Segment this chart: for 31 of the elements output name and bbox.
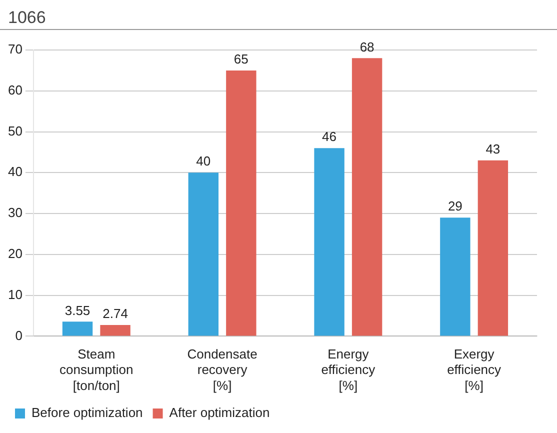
data-label: 65 bbox=[234, 52, 248, 67]
y-tick-label: 30 bbox=[8, 205, 22, 220]
data-label: 46 bbox=[322, 129, 337, 144]
data-label: 40 bbox=[196, 154, 211, 169]
data-label: 43 bbox=[486, 141, 500, 156]
bar bbox=[62, 322, 93, 336]
y-tick-label: 10 bbox=[8, 286, 22, 302]
data-label: 3.55 bbox=[64, 302, 90, 318]
x-tick-label: Condensate recovery [%] bbox=[187, 346, 258, 393]
data-label: 29 bbox=[448, 198, 462, 214]
x-tick-label: Steam consumption [ton/ton] bbox=[60, 346, 134, 393]
legend-label: Before optimization bbox=[32, 405, 143, 420]
y-tick-label: 60 bbox=[8, 82, 22, 98]
y-tick-label: 40 bbox=[8, 164, 22, 180]
legend-label: After optimization bbox=[169, 405, 270, 420]
text: 1066 bbox=[0, 0, 557, 30]
bar bbox=[478, 160, 508, 336]
bar bbox=[226, 70, 256, 336]
y-tick-label: 50 bbox=[8, 123, 22, 138]
bar bbox=[188, 172, 219, 336]
data-label: 2.74 bbox=[102, 306, 128, 322]
bar bbox=[314, 148, 344, 336]
y-tick-label: 70 bbox=[8, 42, 22, 57]
x-tick-label: Exergy efficiency [%] bbox=[447, 346, 502, 393]
bar bbox=[100, 325, 130, 336]
bar bbox=[440, 218, 470, 336]
data-label: 68 bbox=[360, 39, 374, 54]
x-tick-label: Energy efficiency [%] bbox=[321, 346, 376, 393]
y-tick-label: 20 bbox=[8, 246, 22, 262]
y-tick-label: 0 bbox=[15, 328, 22, 343]
bar bbox=[352, 58, 382, 336]
